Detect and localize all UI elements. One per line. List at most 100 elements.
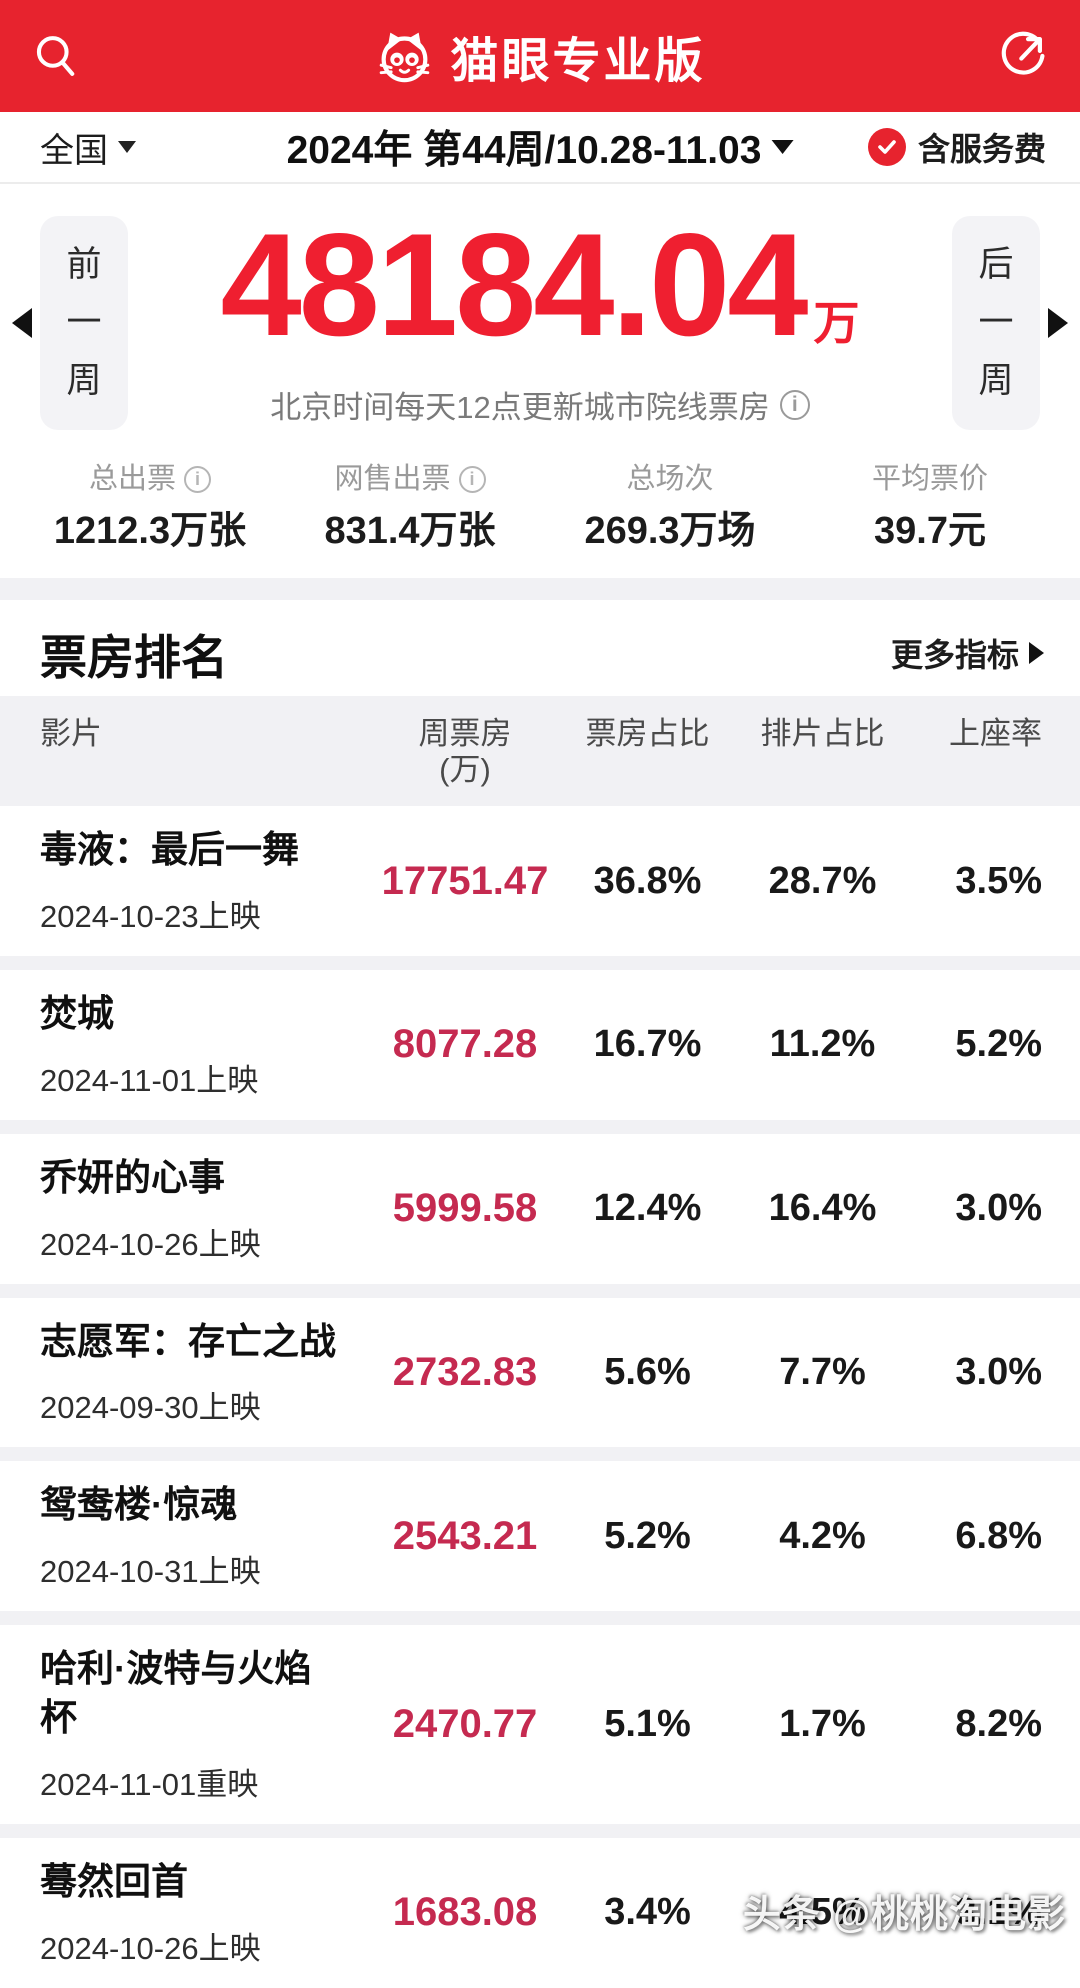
table-row[interactable]: 蓦然回首 2024-10-26上映 1683.08 3.4% 4.5% 3.1% (0, 1823, 1080, 1988)
info-icon[interactable] (779, 389, 810, 420)
stat-value: 831.4万张 (324, 510, 496, 552)
week-boxoffice-value: 8077.28 (392, 1022, 538, 1067)
week-boxoffice-value: 2543.21 (392, 1513, 538, 1558)
film-release-date: 2024-10-31上映 (40, 1554, 261, 1590)
boxoffice-share-value: 5.6% (604, 1351, 691, 1394)
ranking-title: 票房排名 (40, 630, 228, 684)
col-film: 影片 (40, 716, 102, 751)
info-icon[interactable] (184, 465, 211, 493)
film-release-date: 2024-10-26上映 (40, 1226, 261, 1262)
screening-share-value: 7.7% (779, 1351, 866, 1394)
boxoffice-share-value: 3.4% (604, 1891, 691, 1934)
more-metrics-button[interactable]: 更多指标 (891, 630, 1044, 676)
ranking-header: 票房排名 更多指标 (0, 600, 1080, 696)
stat-label: 总场次 (626, 463, 714, 495)
next-week-button[interactable]: 后一周 (952, 216, 1068, 430)
film-cell: 鸳鸯楼·惊魂 2024-10-31上映 (40, 1481, 370, 1591)
col-week-label: 周票房 (418, 716, 512, 751)
prev-week-tab[interactable]: 前一周 (40, 216, 128, 430)
arrow-right-icon (1048, 308, 1068, 338)
chevron-down-icon (118, 141, 136, 153)
film-title: 焚城 (40, 993, 114, 1034)
table-row[interactable]: 乔妍的心事 2024-10-26上映 5999.58 12.4% 16.4% 3… (0, 1119, 1080, 1284)
film-cell: 志愿军：存亡之战 2024-09-30上映 (40, 1318, 370, 1428)
stat-total-screenings: 总场次 269.3万场 (540, 462, 800, 552)
boxoffice-share-value: 16.7% (593, 1023, 702, 1066)
share-icon[interactable] (996, 29, 1050, 83)
arrow-left-icon (12, 308, 32, 338)
film-title: 志愿军：存亡之战 (40, 1320, 336, 1362)
stat-total-tickets: 总出票 1212.3万张 (20, 462, 280, 552)
more-metrics-label: 更多指标 (890, 637, 1019, 673)
stat-value: 269.3万场 (584, 510, 756, 552)
app-title: 猫眼专业版 (450, 35, 706, 88)
region-selector[interactable]: 全国 (40, 123, 136, 172)
col-week-boxoffice: 周票房 (万) (370, 716, 560, 806)
maoyan-cat-icon (374, 26, 434, 86)
screening-share-value: 16.4% (768, 1187, 877, 1230)
chevron-down-icon (771, 140, 794, 154)
col-boxoffice-share: 票房占比 (585, 716, 710, 751)
screening-share-value: 28.7% (768, 859, 877, 902)
screening-share-value: 11.2% (769, 1023, 876, 1066)
screening-share-value: 4.2% (779, 1514, 866, 1557)
attendance-value: 3.0% (955, 1187, 1042, 1230)
period-label: 2024年 第44周/10.28-11.03 (286, 129, 762, 172)
update-note-text: 北京时间每天12点更新城市院线票房 (270, 390, 770, 425)
region-label: 全国 (40, 131, 108, 170)
next-week-label: 后一周 (978, 245, 1014, 400)
weekly-total: 48184.04 万 (0, 212, 1080, 358)
weekly-total-unit: 万 (813, 297, 860, 349)
film-release-date: 2024-09-30上映 (40, 1390, 261, 1426)
film-release-date: 2024-11-01上映 (40, 1062, 259, 1098)
attendance-value: 3.1% (955, 1891, 1042, 1934)
film-release-date: 2024-11-01重映 (40, 1766, 259, 1802)
table-row[interactable]: 焚城 2024-11-01上映 8077.28 16.7% 11.2% 5.2% (0, 956, 1080, 1120)
film-title: 乔妍的心事 (40, 1156, 225, 1198)
boxoffice-share-value: 5.1% (604, 1703, 691, 1746)
film-title: 毒液：最后一舞 (40, 829, 299, 871)
chevron-right-icon (1029, 642, 1044, 664)
search-icon[interactable] (30, 30, 82, 82)
section-divider (0, 578, 1080, 600)
table-header: 影片 周票房 (万) 票房占比 排片占比 上座率 (0, 696, 1080, 806)
weekly-total-value: 48184.04 (220, 203, 809, 366)
stat-label: 平均票价 (871, 463, 988, 495)
film-cell: 焚城 2024-11-01上映 (40, 990, 370, 1100)
film-title: 哈利·波特与火焰杯 (40, 1648, 312, 1739)
week-boxoffice-value: 1683.08 (392, 1890, 538, 1935)
attendance-value: 8.2% (955, 1703, 1042, 1746)
screening-share-value: 1.7% (779, 1703, 866, 1746)
info-icon[interactable] (458, 465, 486, 493)
film-title: 蓦然回首 (40, 1860, 188, 1902)
table-row[interactable]: 鸳鸯楼·惊魂 2024-10-31上映 2543.21 5.2% 4.2% 6.… (0, 1447, 1080, 1612)
col-screening-share: 排片占比 (760, 716, 885, 751)
app-header: 猫眼专业版 (0, 0, 1080, 112)
boxoffice-share-value: 36.8% (593, 859, 702, 902)
stat-value: 1212.3万张 (53, 510, 247, 552)
week-boxoffice-value: 5999.58 (392, 1186, 538, 1231)
next-week-tab[interactable]: 后一周 (952, 216, 1040, 430)
period-selector[interactable]: 2024年 第44周/10.28-11.03 (287, 119, 794, 175)
film-cell: 哈利·波特与火焰杯 2024-11-01重映 (40, 1645, 370, 1804)
stat-online-tickets: 网售出票 831.4万张 (280, 462, 540, 552)
stat-avg-price: 平均票价 39.7元 (800, 462, 1060, 552)
week-boxoffice-value: 17751.47 (381, 858, 549, 903)
film-cell: 乔妍的心事 2024-10-26上映 (40, 1154, 370, 1264)
col-attendance: 上座率 (949, 716, 1042, 751)
boxoffice-share-value: 5.2% (604, 1514, 691, 1557)
col-week-unit: (万) (439, 752, 491, 787)
attendance-value: 3.0% (955, 1351, 1042, 1394)
film-cell: 毒液：最后一舞 2024-10-23上映 (40, 826, 370, 936)
ranking-table: 毒液：最后一舞 2024-10-23上映 17751.47 36.8% 28.7… (0, 806, 1080, 1988)
table-row[interactable]: 哈利·波特与火焰杯 2024-11-01重映 2470.77 5.1% 1.7%… (0, 1611, 1080, 1824)
week-boxoffice-value: 2732.83 (392, 1350, 538, 1395)
prev-week-button[interactable]: 前一周 (12, 216, 128, 430)
attendance-value: 3.5% (955, 859, 1042, 902)
service-fee-toggle[interactable]: 含服务费 (867, 124, 1046, 170)
filter-bar: 全国 2024年 第44周/10.28-11.03 含服务费 (0, 112, 1080, 184)
table-row[interactable]: 志愿军：存亡之战 2024-09-30上映 2732.83 5.6% 7.7% … (0, 1283, 1080, 1448)
stat-value: 39.7元 (874, 510, 986, 552)
table-row[interactable]: 毒液：最后一舞 2024-10-23上映 17751.47 36.8% 28.7… (0, 806, 1080, 956)
stats-row: 总出票 1212.3万张 网售出票 831.4万张 总场次 269.3万场 平均… (0, 454, 1080, 578)
